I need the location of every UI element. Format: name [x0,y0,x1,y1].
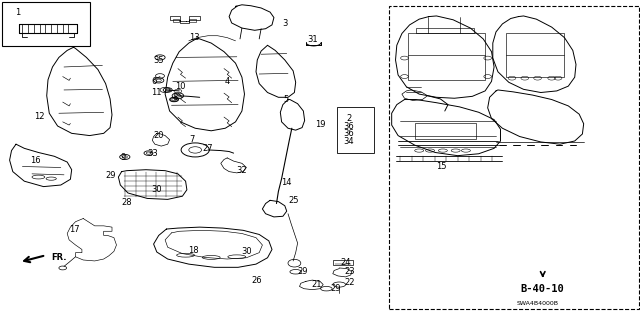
Text: SWA4B4000B: SWA4B4000B [516,300,559,306]
Text: 30: 30 [151,185,161,194]
Text: 23: 23 [344,267,355,276]
Text: B-40-10: B-40-10 [521,284,564,294]
Text: 29: 29 [330,284,340,293]
Text: 2: 2 [346,114,351,122]
Text: 15: 15 [436,162,447,171]
Bar [506,33,564,77]
Text: 13: 13 [189,33,200,42]
Text: 17: 17 [70,225,80,234]
Bar [416,28,474,33]
Text: 29: 29 [298,267,308,276]
Text: 33: 33 [147,149,157,158]
Bar [2,2,90,46]
Bar [408,33,485,80]
Bar [333,260,353,265]
Text: 36: 36 [344,130,354,138]
Text: 14: 14 [282,178,292,187]
Text: 3: 3 [282,19,287,28]
Bar [337,107,374,153]
Text: 29: 29 [106,171,116,180]
Bar [389,6,639,309]
Text: FR.: FR. [51,253,67,262]
Text: 35: 35 [154,56,164,65]
Text: 26: 26 [252,276,262,285]
Text: 9: 9 [120,153,125,162]
Bar [173,19,179,22]
Text: 30: 30 [242,247,252,256]
Text: 31: 31 [308,35,318,44]
Text: 11: 11 [152,88,162,97]
Text: 18: 18 [188,246,198,255]
Text: 6: 6 [151,77,156,86]
Text: 28: 28 [122,198,132,207]
Text: 34: 34 [344,137,354,146]
Text: 10: 10 [175,82,186,91]
Text: 24: 24 [340,258,351,267]
Bar [189,19,196,22]
Bar [415,123,476,139]
Text: 8: 8 [173,93,178,102]
Text: 4: 4 [225,77,230,86]
Text: 21: 21 [311,280,321,289]
Text: 12: 12 [35,112,45,121]
Text: 7: 7 [189,135,195,144]
Text: 32: 32 [237,166,247,175]
Text: 25: 25 [289,196,299,205]
Text: 20: 20 [154,131,164,140]
Text: 36: 36 [344,122,354,130]
Text: 5: 5 [284,95,289,104]
Text: 27: 27 [202,144,212,153]
Text: 22: 22 [344,278,355,287]
Text: 16: 16 [30,156,40,165]
Text: 1: 1 [15,8,20,17]
Text: 19: 19 [315,120,325,129]
